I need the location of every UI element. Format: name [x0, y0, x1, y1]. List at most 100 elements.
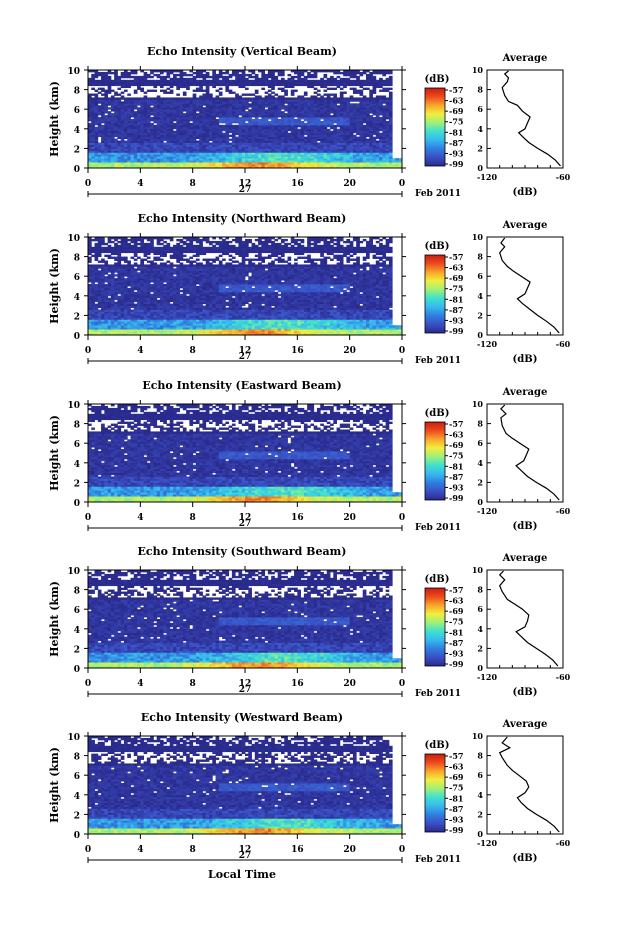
heatmap-cell [104, 90, 108, 92]
heatmap-cell [235, 137, 239, 139]
heatmap-cell [307, 80, 311, 82]
date-label: 27 [239, 185, 252, 195]
heatmap-cell [320, 78, 324, 80]
heatmap-cell [95, 90, 99, 92]
heatmap-cell [235, 125, 239, 127]
heatmap-cell [176, 74, 180, 76]
heatmap-cell [98, 88, 102, 90]
heatmap-cell [281, 78, 285, 80]
heatmap-cell [91, 88, 95, 90]
heatmap-cell [101, 125, 105, 127]
heatmap-cell [245, 78, 249, 80]
x-tick-label: 0 [399, 179, 405, 189]
heatmap-cell [131, 80, 135, 82]
heatmap-cell [343, 92, 347, 94]
heatmap-cell [324, 90, 328, 92]
heatmap-cell [395, 325, 399, 327]
heatmap-cell [245, 88, 249, 90]
heatmap-cell [111, 72, 115, 74]
heatmap-cell [167, 80, 171, 82]
heatmap-cell [284, 113, 288, 115]
heatmap-cell [101, 97, 105, 99]
heatmap-cell [278, 80, 282, 82]
heatmap-cell [111, 80, 115, 82]
heatmap-cell [196, 88, 200, 90]
heatmap-cell [196, 97, 200, 99]
heatmap-cell [98, 80, 102, 82]
heatmap-cell [225, 97, 229, 99]
heatmap-cell [304, 137, 308, 139]
heatmap-cell [163, 97, 167, 99]
heatmap-cell [281, 111, 285, 113]
heatmap-cell [317, 80, 321, 82]
heatmap-cell [101, 88, 105, 90]
heatmap-cell [183, 113, 187, 115]
heatmap-cell [216, 90, 220, 92]
heatmap-cell [98, 92, 102, 94]
heatmap-cell [248, 109, 252, 111]
heatmap-cell [131, 97, 135, 99]
heatmap-cell [124, 80, 128, 82]
heatmap-cell [242, 97, 246, 99]
heatmap-cell [199, 95, 203, 97]
colorbar-tick-label: -81 [449, 127, 463, 137]
heatmap-cell [343, 78, 347, 80]
heatmap-cell [202, 107, 206, 109]
heatmap-cell [229, 74, 233, 76]
heatmap-cell [163, 90, 167, 92]
heatmap-cell [170, 97, 174, 99]
heatmap-cell [193, 94, 197, 96]
colorbar-tick-label: -69 [449, 106, 464, 116]
heatmap-cell [189, 74, 193, 76]
heatmap-cell [160, 76, 164, 78]
heatmap-cell [376, 95, 380, 97]
heatmap-cell [294, 80, 298, 82]
heatmap-cell [209, 80, 213, 82]
heatmap-cell [167, 97, 171, 99]
heatmap-cell [252, 119, 256, 121]
heatmap-cell [274, 97, 278, 99]
heatmap-cell [337, 80, 341, 82]
heatmap-cell [140, 97, 144, 99]
heatmap-cell [131, 119, 135, 121]
heatmap-cell [294, 90, 298, 92]
heatmap-cell [153, 80, 157, 82]
average-y-tick-label: 8 [477, 85, 483, 95]
heatmap-cell [222, 97, 226, 99]
heatmap-cell [238, 74, 242, 76]
heatmap-cell [366, 88, 370, 90]
heatmap-cell [324, 80, 328, 82]
heatmap-cell [216, 95, 220, 97]
colorbar-tick-label: -93 [449, 148, 464, 158]
heatmap-cell [350, 103, 354, 105]
echo-panel-2: Echo Intensity (Northward Beam)0246810He… [48, 212, 571, 366]
heatmap-cell [255, 74, 259, 76]
heatmap-cell [356, 76, 360, 78]
heatmap-cell [337, 97, 341, 99]
heatmap-cell [127, 80, 131, 82]
heatmap-cell [281, 88, 285, 90]
heatmap-cell [186, 74, 190, 76]
heatmap-cell [193, 90, 197, 92]
heatmap-cell [134, 97, 138, 99]
heatmap-cell [288, 78, 292, 80]
heatmap-cell [212, 97, 216, 99]
heatmap-cell [121, 95, 125, 97]
heatmap-cell [163, 76, 167, 78]
heatmap-cell [337, 105, 341, 107]
heatmap-cell [117, 88, 121, 90]
heatmap-cell [98, 117, 102, 119]
heatmap-cell [330, 94, 334, 96]
heatmap-cell [379, 90, 383, 92]
heatmap-cell [327, 94, 331, 96]
heatmap-cell [248, 97, 252, 99]
heatmap-cells [88, 70, 402, 168]
heatmap-cell [98, 105, 102, 107]
heatmap-cell [327, 129, 331, 131]
average-x-tick-label: -120 [477, 172, 497, 182]
heatmap-cell [216, 74, 220, 76]
heatmap-cell [150, 117, 154, 119]
heatmap-cell [333, 78, 337, 80]
heatmap-cell [88, 94, 92, 96]
